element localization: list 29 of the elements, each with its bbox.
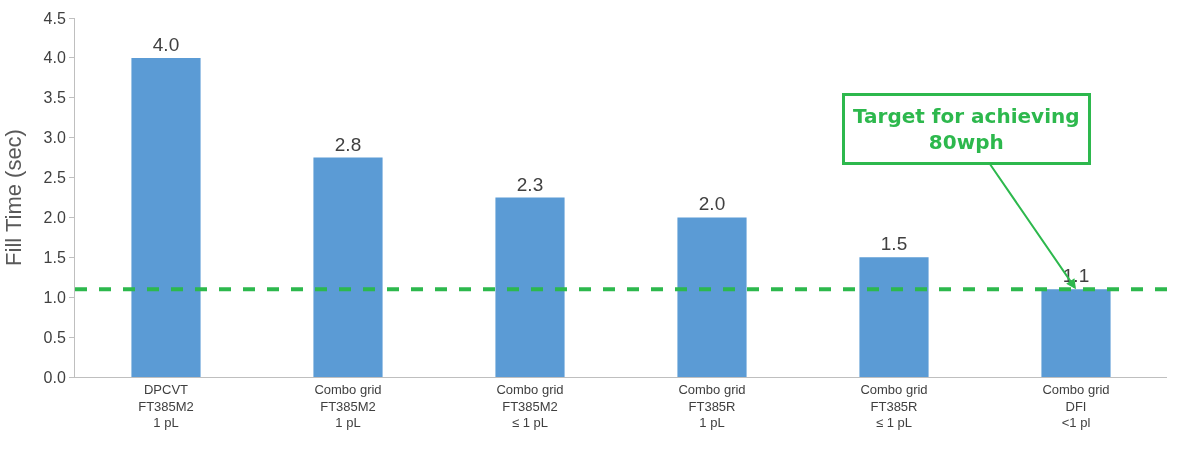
- x-tick-label: Combo grid FT385M2 1 pL: [314, 381, 382, 431]
- x-tick-label: Combo grid FT385R 1 pL: [678, 381, 746, 431]
- y-tick-label: 1.0: [43, 288, 66, 306]
- bar: [1041, 289, 1111, 377]
- y-tick-label: 2.5: [43, 169, 66, 187]
- x-tick-label: Combo grid DFI <1 pl: [1042, 381, 1110, 431]
- bar: [495, 197, 565, 377]
- bar: [677, 217, 747, 377]
- y-tick-label: 2.0: [43, 209, 66, 227]
- y-tick-label: 3.0: [43, 129, 66, 147]
- data-label: 2.8: [334, 133, 362, 155]
- y-axis-title: Fill Time (sec): [1, 129, 26, 266]
- bar: [313, 157, 383, 377]
- x-tick-label: DPCVT FT385M2 1 pL: [138, 381, 194, 431]
- bar: [859, 257, 929, 377]
- y-tick-label: 0.0: [43, 368, 66, 386]
- data-label: 2.0: [698, 193, 726, 215]
- x-tick-label: Combo grid FT385R ≤ 1 pL: [860, 381, 928, 431]
- data-label: 2.3: [516, 173, 544, 195]
- y-tick-label: 0.5: [43, 328, 66, 346]
- bar: [131, 57, 201, 377]
- annotation: Target for achieving 80wph: [853, 104, 1080, 154]
- y-tick-label: 4.0: [43, 49, 66, 67]
- y-tick-label: 4.5: [43, 9, 66, 27]
- x-tick-label: Combo grid FT385M2 ≤ 1 pL: [496, 381, 564, 431]
- y-tick-label: 1.5: [43, 248, 66, 266]
- y-tick-label: 3.5: [43, 89, 66, 107]
- data-label: 4.0: [152, 33, 180, 55]
- data-label: 1.5: [880, 233, 908, 255]
